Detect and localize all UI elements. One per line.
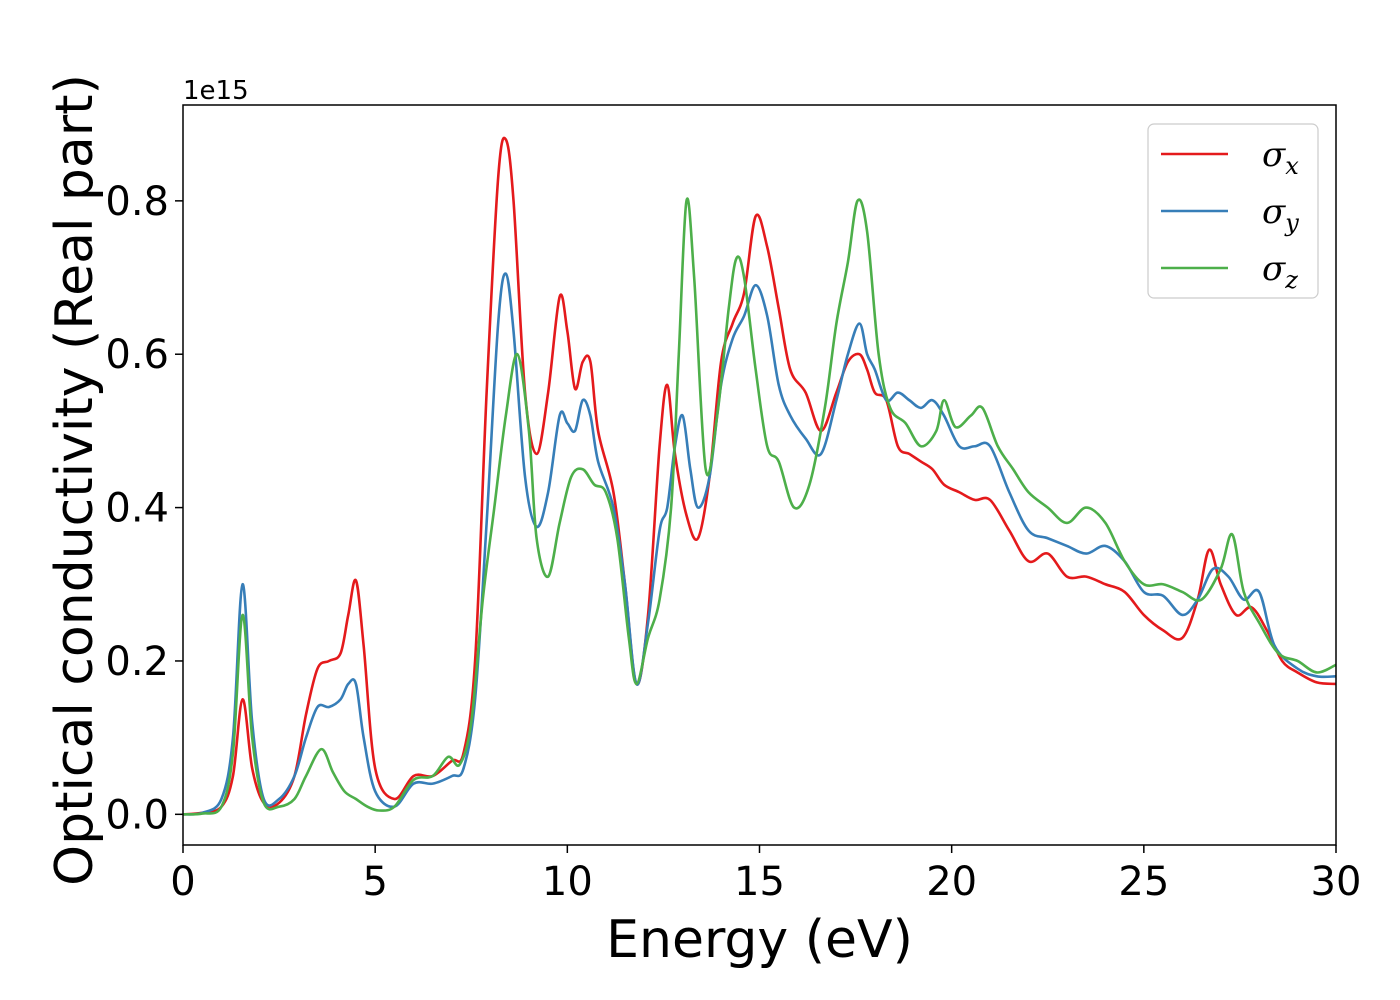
- y-tick-label: 0.2: [105, 639, 169, 685]
- legend-box: [1147, 123, 1319, 299]
- legend-symbol: σ: [1262, 249, 1286, 289]
- legend-label-y: σy: [1262, 192, 1299, 237]
- y-tick-label: 0.4: [105, 486, 169, 532]
- series-line-z: [183, 197, 1336, 816]
- x-tick-label: 30: [1311, 859, 1362, 905]
- x-tick-label: 15: [734, 859, 785, 905]
- x-tick-label: 25: [1118, 859, 1169, 905]
- legend-subscript: z: [1284, 266, 1298, 294]
- legend-symbol: σ: [1262, 135, 1286, 175]
- legend-subscript: x: [1285, 152, 1299, 180]
- x-axis-title: Energy (eV): [606, 910, 913, 970]
- series-line-y: [183, 272, 1336, 816]
- y-axis-title: Optical conductivity (Real part): [45, 74, 105, 886]
- legend-label-x: σx: [1262, 135, 1299, 180]
- legend-label-z: σz: [1262, 249, 1298, 294]
- x-tick-label: 20: [926, 859, 977, 905]
- x-tick-label: 5: [362, 859, 387, 905]
- y-tick-label: 0.6: [105, 332, 169, 378]
- x-tick-label: 0: [170, 859, 195, 905]
- legend-subscript: y: [1284, 209, 1299, 237]
- axis-ticks: 0 5 10 15 20 25 30 0.0 0.2 0.4 0.6 0.8: [105, 179, 1361, 905]
- y-tick-label: 0.8: [105, 179, 169, 225]
- series-line-x: [183, 136, 1336, 816]
- legend-symbol: σ: [1262, 192, 1286, 232]
- x-tick-label: 10: [542, 859, 593, 905]
- y-tick-label: 0.0: [105, 792, 169, 838]
- series-lines: [183, 136, 1336, 816]
- y-offset-label: 1e15: [183, 76, 249, 106]
